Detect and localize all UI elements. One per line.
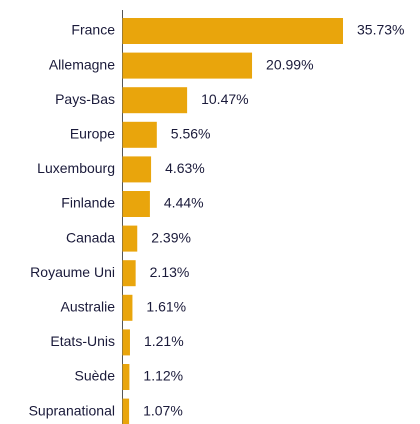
category-label: Luxembourg: [37, 160, 115, 176]
bar: [122, 260, 136, 287]
value-label: 4.63%: [165, 160, 205, 176]
bar: [122, 18, 343, 44]
value-label: 5.56%: [171, 126, 211, 142]
value-label: 4.44%: [164, 195, 204, 211]
value-label: 1.07%: [143, 402, 183, 418]
category-label: Allemagne: [49, 56, 115, 72]
category-label: Etats-Unis: [50, 333, 115, 349]
category-label: France: [71, 22, 115, 38]
value-label: 1.21%: [144, 333, 184, 349]
bar: [122, 87, 188, 114]
value-label: 1.61%: [146, 299, 186, 315]
value-label: 2.13%: [150, 264, 190, 280]
category-label: Royaume Uni: [30, 264, 115, 280]
category-label: Finlande: [61, 195, 115, 211]
bar: [122, 156, 152, 183]
value-label: 2.39%: [151, 229, 191, 245]
category-label: Pays-Bas: [55, 91, 115, 107]
category-label: Canada: [66, 229, 115, 245]
value-label: 35.73%: [357, 22, 404, 38]
bar: [122, 398, 130, 424]
value-label: 10.47%: [201, 91, 248, 107]
bar: [122, 364, 130, 390]
bar: [122, 121, 157, 148]
bar: [122, 329, 130, 356]
category-label: Suède: [75, 368, 116, 384]
bar: [122, 225, 138, 252]
category-label: Europe: [70, 126, 115, 142]
value-label: 1.12%: [143, 368, 183, 384]
value-label: 20.99%: [266, 56, 313, 72]
bar: [122, 294, 133, 321]
bar: [122, 52, 253, 79]
category-label: Australie: [61, 299, 116, 315]
category-label: Supranational: [29, 402, 115, 418]
bar: [122, 191, 150, 217]
